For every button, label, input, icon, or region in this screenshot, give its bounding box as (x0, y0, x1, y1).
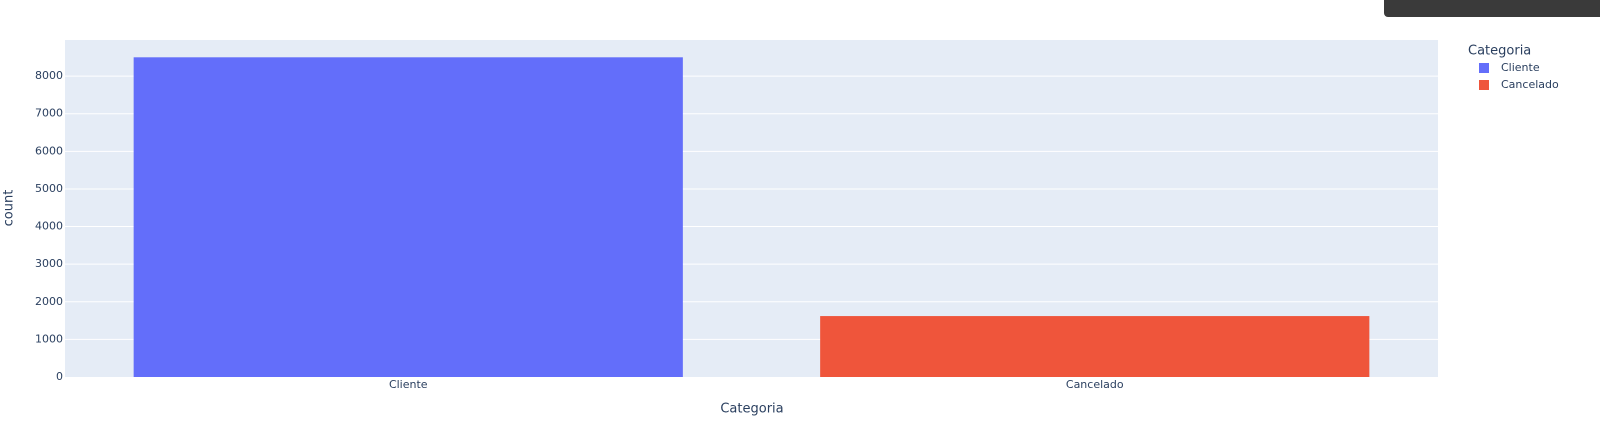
legend-swatch (1479, 63, 1489, 73)
y-tick-label: 6000 (35, 144, 63, 157)
y-tick-label: 0 (56, 370, 63, 383)
y-tick-label: 4000 (35, 220, 63, 233)
y-tick-label: 3000 (35, 257, 63, 270)
y-tick-label: 7000 (35, 107, 63, 120)
y-axis-title: count (2, 190, 17, 227)
legend-title: Categoria (1468, 44, 1531, 59)
y-tick-label: 1000 (35, 332, 63, 345)
legend-label: Cliente (1501, 61, 1540, 74)
y-tick-label: 2000 (35, 295, 63, 308)
y-tick-label: 8000 (35, 69, 63, 82)
bar (133, 57, 683, 378)
legend-label: Cancelado (1501, 78, 1559, 91)
x-tick-label: Cancelado (1066, 378, 1124, 391)
y-tick-label: 5000 (35, 182, 63, 195)
x-axis-title: Categoria (720, 402, 783, 417)
bar (820, 316, 1370, 377)
legend-swatch (1479, 80, 1489, 90)
toolbar[interactable] (1384, 0, 1600, 17)
x-tick-label: Cliente (389, 378, 428, 391)
